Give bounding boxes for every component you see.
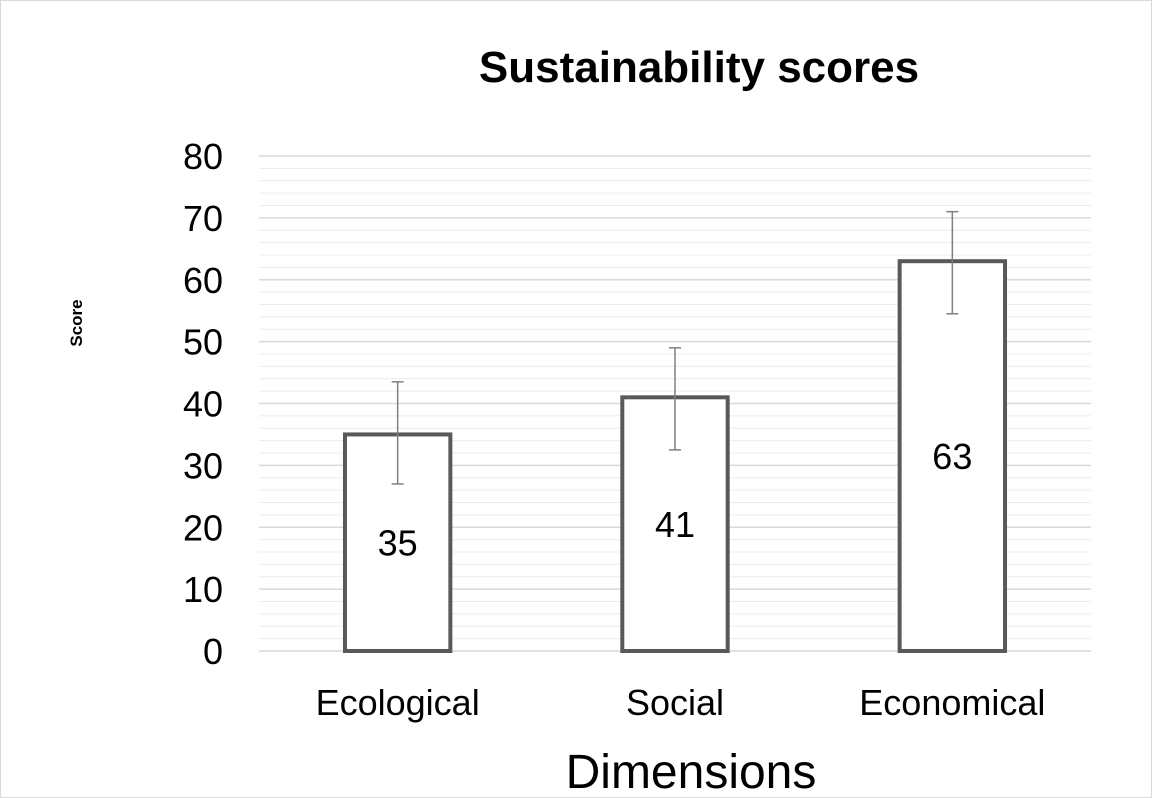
bar [897,259,1008,653]
y-tick-label: 10 [183,569,223,610]
chart-title: Sustainability scores [479,43,919,92]
y-tick-label: 40 [183,384,223,425]
x-tick-label: Ecological [316,682,480,723]
y-tick-label: 30 [183,445,223,486]
bars [342,259,1008,653]
x-tick-label: Economical [859,682,1045,723]
data-label: 41 [655,504,695,545]
data-labels: 35 41 63 [378,436,973,564]
data-label: 35 [378,523,418,564]
x-axis-title: Dimensions [566,746,817,797]
y-tick-label: 0 [203,631,223,672]
y-axis-tick-labels: 0 10 20 30 40 50 60 70 80 [183,136,223,672]
y-tick-label: 20 [183,507,223,548]
y-tick-label: 70 [183,198,223,239]
error-bars [391,210,959,485]
x-axis-tick-labels: Ecological Social Economical [316,682,1046,723]
y-tick-label: 60 [183,260,223,301]
y-tick-label: 80 [183,136,223,177]
y-axis-title: Score [67,299,86,346]
data-label: 63 [932,436,972,477]
x-tick-label: Social [626,682,724,723]
y-tick-label: 50 [183,322,223,363]
